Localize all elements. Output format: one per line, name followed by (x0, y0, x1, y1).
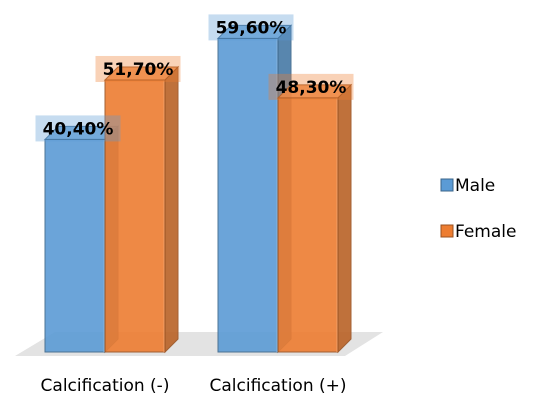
svg-text:51,70%: 51,70% (103, 60, 174, 80)
data-labels: 40,40% 51,70% 59,60% 48,30% (35, 14, 354, 142)
bar-female-1 (103, 65, 180, 354)
legend-label-female: Female (455, 222, 516, 242)
category-label-1: Calcification (-) (41, 376, 170, 396)
svg-text:48,30%: 48,30% (276, 78, 347, 98)
data-label-female-2: 48,30% (268, 73, 354, 100)
category-labels: Calcification (-) Calcification (+) (41, 376, 347, 396)
data-label-male-1: 40,40% (35, 115, 121, 142)
legend-item-female: Female (440, 222, 516, 242)
category-label-2: Calcification (+) (209, 376, 346, 396)
legend-swatch-male (440, 178, 454, 192)
legend-item-male: Male (440, 176, 495, 196)
legend-label-male: Male (455, 176, 495, 196)
bar-female-2 (276, 83, 353, 354)
svg-text:40,40%: 40,40% (43, 119, 114, 139)
legend: Male Female (440, 176, 516, 242)
svg-text:59,60%: 59,60% (216, 18, 287, 38)
legend-swatch-female (440, 224, 454, 238)
bars-group (43, 24, 353, 354)
data-label-male-2: 59,60% (208, 14, 294, 41)
data-label-female-1: 51,70% (95, 55, 181, 82)
